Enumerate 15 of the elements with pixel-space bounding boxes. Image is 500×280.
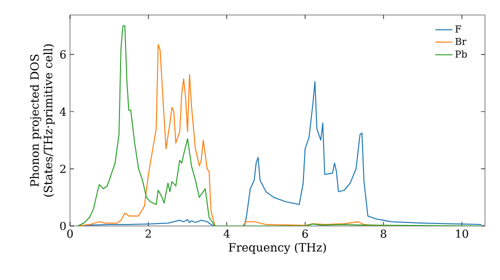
x-tick-label: 8	[380, 230, 386, 238]
y-tick-label: 2	[60, 164, 66, 173]
legend-label: F	[455, 26, 462, 32]
x-tick-label: 0	[67, 230, 73, 238]
y-tick-label: 0	[60, 222, 66, 230]
x-axis-title: Frequency (THz)	[228, 242, 326, 254]
x-tick-label: 4	[224, 230, 230, 238]
legend-label: Br	[455, 38, 466, 45]
legend-label: Pb	[455, 50, 467, 58]
x-tick-label: 6	[302, 230, 308, 238]
y-axis-title: Phonon projected DOS (States/THz·primitive cell)	[30, 44, 55, 197]
y-tick-label: 6	[60, 50, 66, 59]
x-tick-label: 10	[456, 230, 468, 238]
y-tick-label: 4	[60, 108, 66, 116]
x-tick-label: 2	[146, 230, 151, 238]
